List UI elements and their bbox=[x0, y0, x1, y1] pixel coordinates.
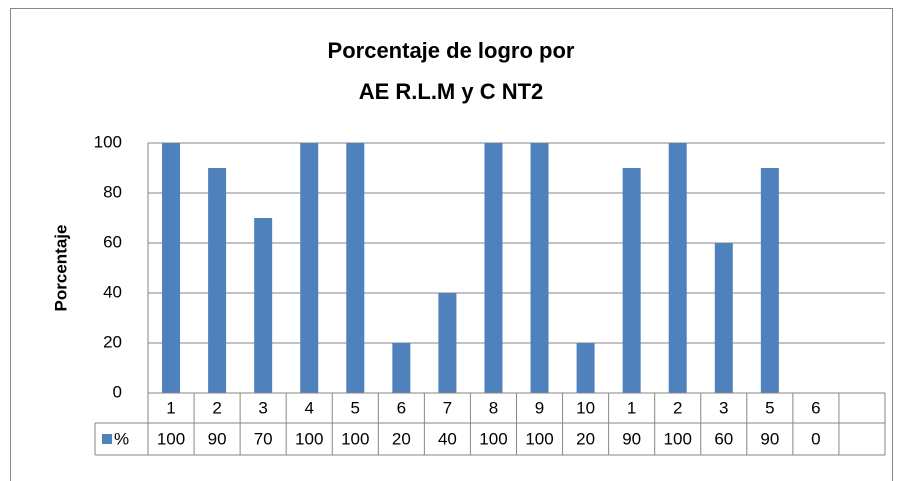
chart-title: Porcentaje de logro por bbox=[328, 38, 575, 63]
y-tick-label: 60 bbox=[103, 232, 122, 251]
x-tick-label: 8 bbox=[489, 398, 498, 417]
data-label: 90 bbox=[208, 429, 227, 448]
legend-label: % bbox=[114, 429, 129, 448]
y-tick-label: 40 bbox=[103, 282, 122, 301]
x-tick-label: 6 bbox=[811, 398, 820, 417]
x-tick-label: 5 bbox=[765, 398, 774, 417]
x-tick-label: 4 bbox=[304, 398, 313, 417]
data-label: 20 bbox=[576, 429, 595, 448]
x-tick-label: 9 bbox=[535, 398, 544, 417]
x-tick-label: 5 bbox=[351, 398, 360, 417]
data-label: 100 bbox=[525, 429, 553, 448]
x-tick-label: 3 bbox=[719, 398, 728, 417]
bar bbox=[300, 143, 319, 393]
bar bbox=[392, 343, 411, 393]
bar bbox=[530, 143, 549, 393]
y-tick-label: 80 bbox=[103, 182, 122, 201]
y-tick-label: 100 bbox=[94, 132, 122, 151]
bar bbox=[714, 243, 733, 393]
data-label: 100 bbox=[341, 429, 369, 448]
y-axis-title: Porcentaje bbox=[51, 225, 70, 312]
bar bbox=[760, 168, 779, 393]
legend-swatch bbox=[102, 434, 112, 444]
chart-frame bbox=[10, 8, 893, 481]
x-tick-label: 7 bbox=[443, 398, 452, 417]
x-tick-label: 2 bbox=[673, 398, 682, 417]
bar bbox=[162, 143, 181, 393]
y-tick-label: 20 bbox=[103, 332, 122, 351]
x-tick-label: 1 bbox=[627, 398, 636, 417]
chart-title: AE R.L.M y C NT2 bbox=[359, 79, 544, 104]
bar bbox=[254, 218, 273, 393]
data-label: 90 bbox=[622, 429, 641, 448]
data-label: 60 bbox=[714, 429, 733, 448]
bar bbox=[484, 143, 503, 393]
bar bbox=[622, 168, 641, 393]
bar bbox=[346, 143, 365, 393]
data-label: 40 bbox=[438, 429, 457, 448]
bar bbox=[438, 293, 457, 393]
data-label: 100 bbox=[157, 429, 185, 448]
data-label: 0 bbox=[811, 429, 820, 448]
bar bbox=[576, 343, 595, 393]
x-tick-label: 3 bbox=[258, 398, 267, 417]
data-label: 20 bbox=[392, 429, 411, 448]
y-tick-label: 0 bbox=[113, 382, 122, 401]
data-label: 90 bbox=[760, 429, 779, 448]
bar bbox=[668, 143, 687, 393]
data-label: 70 bbox=[254, 429, 273, 448]
data-label: 100 bbox=[664, 429, 692, 448]
bar bbox=[208, 168, 227, 393]
x-tick-label: 1 bbox=[166, 398, 175, 417]
x-tick-label: 6 bbox=[397, 398, 406, 417]
x-tick-label: 2 bbox=[212, 398, 221, 417]
x-tick-label: 10 bbox=[576, 398, 595, 417]
data-label: 100 bbox=[479, 429, 507, 448]
data-label: 100 bbox=[295, 429, 323, 448]
